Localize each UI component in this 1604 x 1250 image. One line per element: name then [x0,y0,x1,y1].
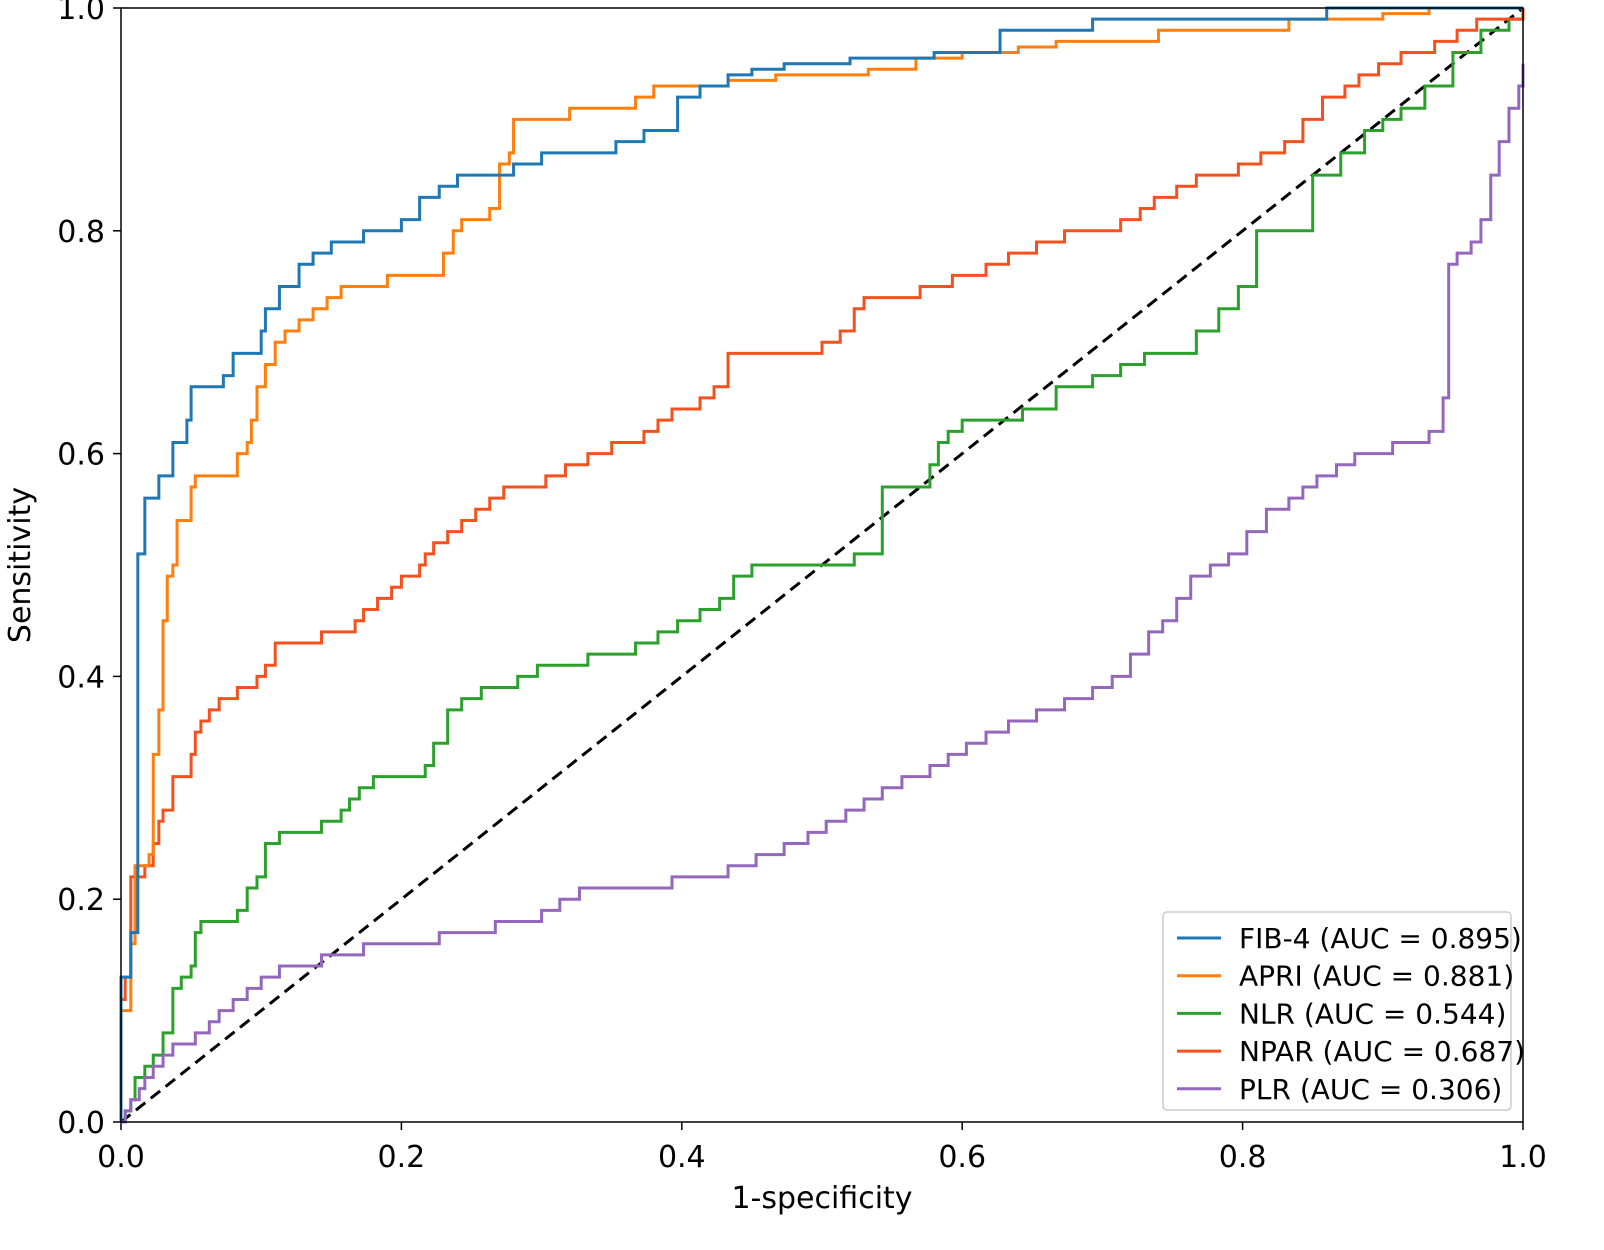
legend-label: NLR (AUC = 0.544) [1239,997,1506,1030]
x-axis-title: 1-specificity [731,1181,912,1216]
x-tick-label: 0.0 [97,1140,145,1175]
legend-label: PLR (AUC = 0.306) [1239,1073,1502,1106]
y-axis-title: Sensitivity [3,487,38,643]
y-tick-label: 0.8 [57,215,105,250]
plot-frame [120,7,1524,1123]
x-tick-label: 0.8 [1219,1140,1267,1175]
x-tick-label: 0.4 [658,1140,706,1175]
legend-box [1162,911,1512,1111]
legend: FIB-4 (AUC = 0.895) APRI (AUC = 0.881) NLR… [1162,911,1525,1111]
y-tick-label: 0.4 [57,660,105,695]
x-tick-label: 0.2 [378,1140,426,1175]
y-tick-label: 0.6 [57,438,105,473]
x-tick-label: 1.0 [1499,1140,1547,1175]
series-line-apri [119,6,1523,1122]
series-line-fib4 [119,6,1523,1122]
legend-label: NPAR (AUC = 0.687) [1239,1035,1525,1068]
x-tick-label: 0.6 [938,1140,986,1175]
y-tick-label: 0.2 [57,883,105,918]
series-lines [119,6,1525,1124]
series-line-nlr [121,8,1525,1124]
y-tick-label: 1.0 [57,0,105,27]
series-line-npar [119,8,1525,1122]
y-tick-label: 0.0 [57,1106,105,1141]
legend-label: FIB-4 (AUC = 0.895) [1239,922,1522,955]
series-line-plr [121,63,1525,1124]
axis-ticks: 0.0 0.2 0.4 0.6 0.8 1.0 0.0 0.2 0.4 0.6 0.8 1.0 [57,0,1547,1175]
legend-label: APRI (AUC = 0.881) [1239,960,1514,993]
